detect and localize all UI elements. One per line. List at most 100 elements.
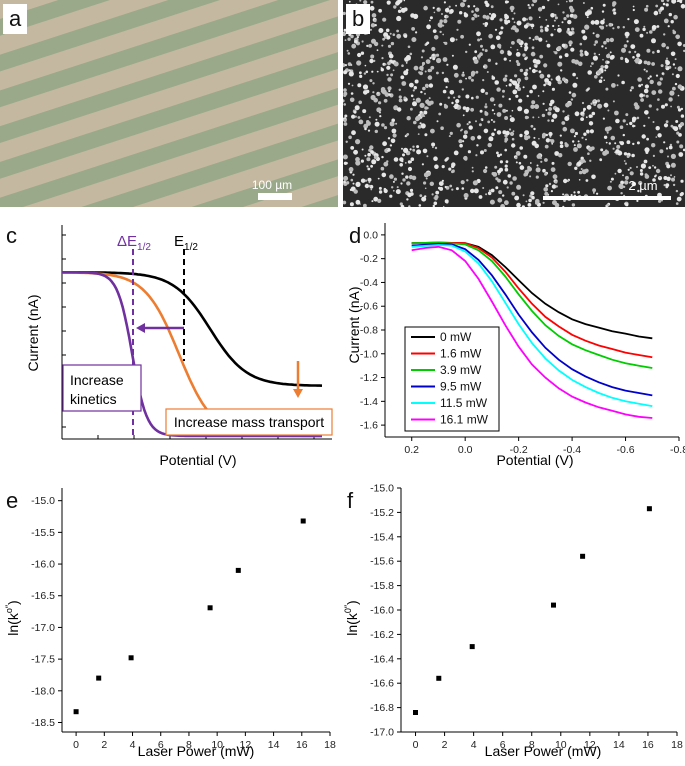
sem-particle xyxy=(661,42,666,48)
sem-particle xyxy=(519,165,525,170)
sem-particle xyxy=(607,185,612,191)
sem-particle xyxy=(357,83,362,88)
sem-particle xyxy=(431,193,434,196)
sem-particle xyxy=(421,49,425,53)
sem-particle xyxy=(588,114,593,118)
sem-particle xyxy=(537,7,543,12)
sem-particle xyxy=(564,53,569,58)
sem-particle xyxy=(679,144,684,149)
sem-particle xyxy=(652,178,656,182)
sem-particle xyxy=(623,152,628,156)
kinetics-arrow-head xyxy=(136,323,145,333)
sem-particle xyxy=(381,172,387,178)
sem-particle xyxy=(341,99,345,103)
sem-particle xyxy=(432,53,435,57)
sem-particle xyxy=(503,57,507,61)
sem-particle xyxy=(624,180,629,185)
e-axes: 0 2 4 6 8 10 12 14 16 18 -15.0 -15.5 -16.0 -16.5 -17.0… xyxy=(31,488,336,751)
sem-particle xyxy=(623,185,626,188)
sem-particle xyxy=(678,152,684,157)
sem-particle xyxy=(393,5,397,9)
sem-particle xyxy=(516,62,521,66)
sem-particle xyxy=(622,133,625,137)
sem-particle xyxy=(498,103,503,108)
sem-particle xyxy=(349,202,354,207)
sem-particle xyxy=(540,29,544,33)
sem-particle xyxy=(539,73,545,79)
sem-particle xyxy=(651,25,657,30)
sem-particle xyxy=(640,98,644,102)
y-tick-label: -16.4 xyxy=(370,653,394,665)
sem-particle xyxy=(420,90,423,94)
sem-particle xyxy=(507,51,512,56)
sem-particle xyxy=(342,154,348,160)
sem-particle xyxy=(433,201,438,206)
sem-particle xyxy=(487,58,491,62)
sem-particle xyxy=(564,142,568,145)
y-tick-label: -15.6 xyxy=(370,556,394,568)
sem-particle xyxy=(366,157,371,162)
sem-particle xyxy=(441,179,444,182)
sem-particle xyxy=(585,138,587,141)
sem-particle xyxy=(386,0,391,5)
y-tick-label: -15.8 xyxy=(370,580,394,592)
sem-particle xyxy=(411,27,415,31)
sem-particle xyxy=(594,19,600,25)
sem-particle xyxy=(588,146,593,152)
sem-particle xyxy=(644,84,649,89)
y-tick-label: -0.2 xyxy=(360,253,378,265)
sem-particle xyxy=(372,91,375,94)
sem-particle xyxy=(567,161,572,167)
sem-particle xyxy=(655,4,659,8)
sem-particle xyxy=(553,13,557,17)
sem-particle xyxy=(528,198,532,203)
sem-particle xyxy=(436,71,439,75)
sem-particle xyxy=(668,145,673,150)
sem-particle xyxy=(353,189,358,194)
x-tick-label: 6 xyxy=(158,739,164,751)
sem-particle xyxy=(443,19,448,24)
sem-particle xyxy=(525,18,528,21)
sem-particle xyxy=(344,64,347,67)
sem-particle xyxy=(682,148,685,152)
sem-particle xyxy=(462,71,465,74)
d-legend-label: 9.5 mW xyxy=(440,380,482,394)
sem-particle xyxy=(432,146,434,149)
d-legend-label: 16.1 mW xyxy=(440,413,489,427)
sem-particle xyxy=(663,141,666,144)
sem-particle xyxy=(426,171,431,177)
sem-particle xyxy=(502,89,505,93)
sem-particle xyxy=(455,187,459,191)
y-tick-label: -1.6 xyxy=(360,420,378,432)
sem-particle xyxy=(410,94,414,98)
sem-particle xyxy=(544,158,548,162)
scalebar-a-text: 100 µm xyxy=(252,178,292,192)
sem-particle xyxy=(612,27,615,30)
sem-particle xyxy=(438,181,444,187)
sem-particle xyxy=(453,150,459,156)
sem-particle xyxy=(547,0,550,2)
sem-particle xyxy=(508,83,512,87)
sem-particle xyxy=(511,191,516,196)
sem-particle xyxy=(444,185,447,189)
sem-particle xyxy=(523,108,529,114)
x-tick-label: 2 xyxy=(442,739,448,751)
sem-particle xyxy=(543,63,548,68)
sem-particle xyxy=(642,27,646,32)
sem-particle xyxy=(439,19,443,24)
sem-particle xyxy=(426,106,429,110)
sem-particle xyxy=(677,0,683,3)
sem-particle xyxy=(424,70,427,73)
sem-particle xyxy=(655,168,661,174)
sem-particle xyxy=(622,174,624,177)
panel-label-c: c xyxy=(6,223,17,248)
sem-particle xyxy=(511,109,514,112)
sem-particle xyxy=(531,27,534,30)
sem-particle xyxy=(476,31,481,37)
sem-particle xyxy=(574,111,580,117)
e-data-point xyxy=(300,518,306,524)
sem-particle xyxy=(382,17,387,22)
sem-particle xyxy=(679,122,685,127)
sem-particle xyxy=(373,97,378,103)
sem-particle xyxy=(486,71,489,73)
